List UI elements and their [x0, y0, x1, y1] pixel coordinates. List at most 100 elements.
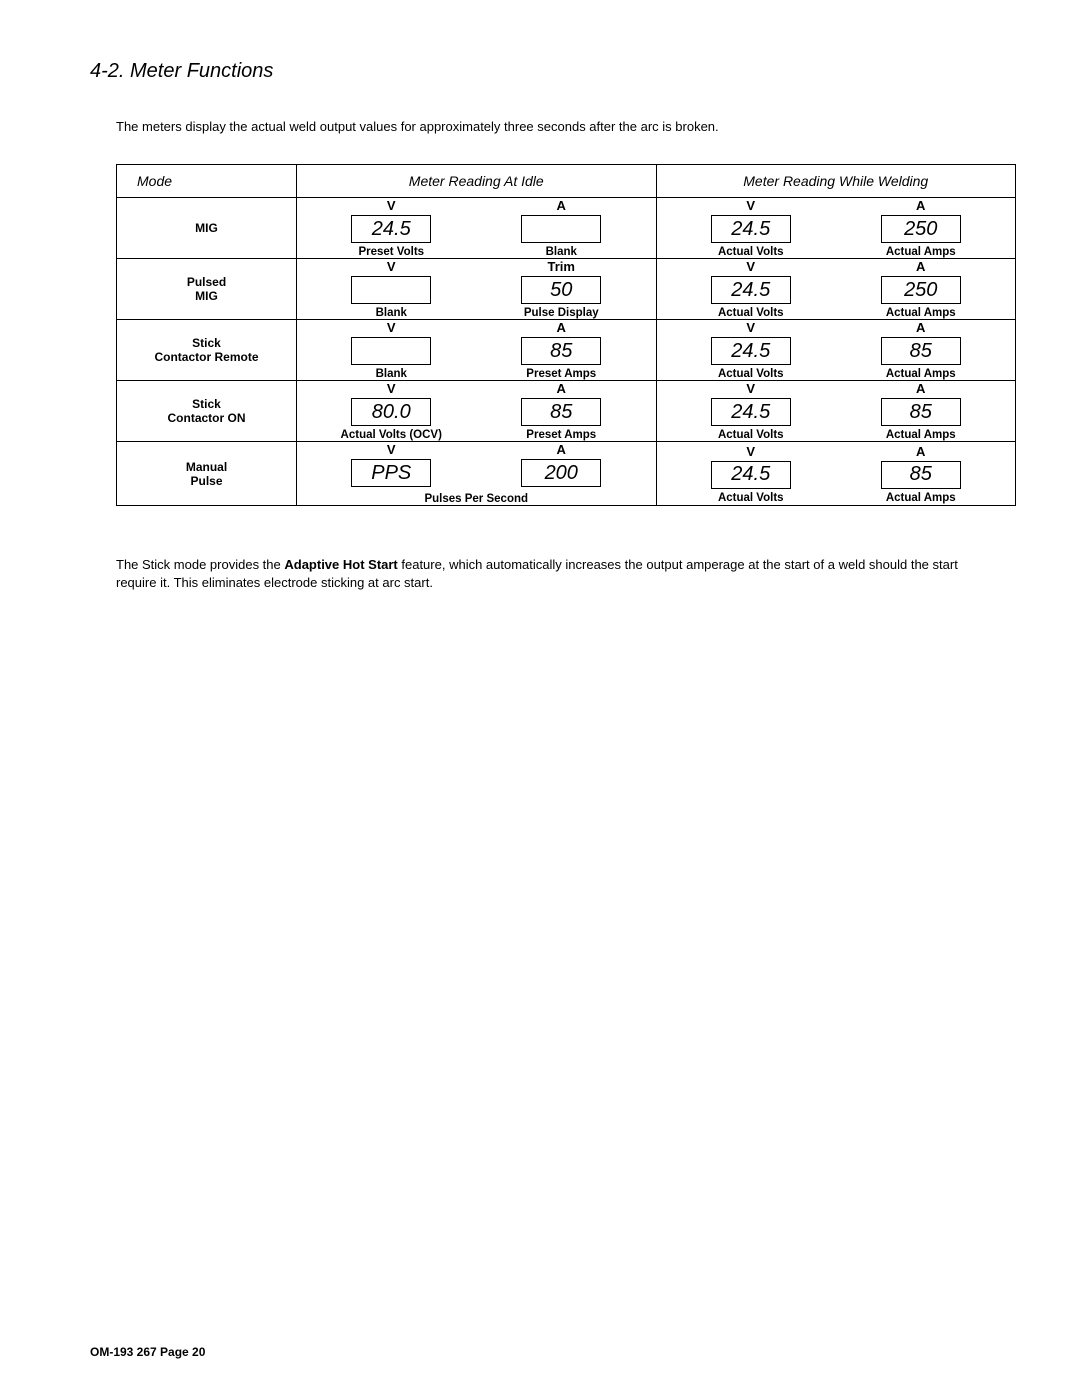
idle-cell: V80.0Actual Volts (OCV) A 85 Preset Amps [297, 381, 657, 442]
display-box: 50 [521, 276, 601, 304]
desc-label: Pulse Display [524, 307, 599, 319]
reading-unit: VBlank [326, 259, 456, 319]
reading-unit: V 24.5 Actual Volts [686, 320, 816, 380]
reading-unit: A 200 [496, 442, 626, 490]
reading-unit: V PPS [326, 442, 456, 490]
display-box [351, 276, 431, 304]
reading-pair: V24.5Actual VoltsA85Actual Amps [657, 381, 1016, 441]
welding-cell: V 24.5 Actual Volts A 85 Actual Amps [656, 442, 1016, 506]
mode-line: Stick [117, 336, 296, 350]
unit-label: A [557, 320, 566, 335]
unit-label: A [916, 444, 925, 459]
unit-label: A [557, 381, 566, 396]
reading-unit: A 85 Preset Amps [496, 320, 626, 380]
reading-unit: V 24.5 Actual Volts [686, 259, 816, 319]
welding-cell: V24.5Actual VoltsA85Actual Amps [656, 320, 1016, 381]
desc-label: Actual Volts (OCV) [341, 429, 442, 441]
unit-label: A [557, 198, 566, 213]
mode-cell: StickContactor ON [117, 381, 297, 442]
desc-label: Actual Volts [718, 492, 784, 504]
reading-unit: A85Actual Amps [856, 381, 986, 441]
mode-cell: ManualPulse [117, 442, 297, 506]
desc-label: Preset Volts [358, 246, 424, 258]
unit-label: A [557, 442, 566, 457]
reading-unit: V 24.5 Actual Volts [686, 444, 816, 504]
section-title: 4-2. Meter Functions [90, 60, 990, 83]
reading-pair: VBlank Trim 50 Pulse Display [297, 259, 656, 319]
mode-line: Contactor ON [117, 411, 296, 425]
unit-label: V [387, 381, 396, 396]
reading-unit: A85Actual Amps [856, 320, 986, 380]
page-footer: OM-193 267 Page 20 [90, 1345, 205, 1359]
display-box: 24.5 [711, 461, 791, 489]
desc-label: Actual Volts [718, 307, 784, 319]
mode-line: MIG [117, 289, 296, 303]
desc-label: Actual Amps [886, 429, 956, 441]
mode-line: Pulsed [117, 275, 296, 289]
desc-label: Blank [376, 307, 407, 319]
reading-unit: A250Actual Amps [856, 198, 986, 258]
display-box: 200 [521, 459, 601, 487]
header-idle: Meter Reading At Idle [297, 165, 657, 198]
unit-label: V [746, 259, 755, 274]
desc-label: Actual Amps [886, 492, 956, 504]
reading-pair: V24.5Actual VoltsA250Actual Amps [657, 259, 1016, 319]
desc-label: Actual Volts [718, 368, 784, 380]
unit-label: V [746, 320, 755, 335]
unit-label: V [746, 444, 755, 459]
desc-label: Actual Volts [718, 246, 784, 258]
idle-cell: V PPS A 200 Pulses Per Second [297, 442, 657, 506]
header-mode: Mode [117, 165, 297, 198]
reading-unit: A 85 Actual Amps [856, 444, 986, 504]
desc-label: Actual Volts [718, 429, 784, 441]
mode-line: MIG [117, 221, 296, 235]
desc-label: Preset Amps [526, 429, 596, 441]
reading-unit: A 85 Preset Amps [496, 381, 626, 441]
note-prefix: The Stick mode provides the [116, 557, 284, 572]
mode-cell: MIG [117, 198, 297, 259]
merged-desc: Pulses Per Second [297, 493, 656, 505]
display-box: PPS [351, 459, 431, 487]
display-box: 85 [521, 398, 601, 426]
reading-pair: V Blank A 85 Preset Amps [297, 320, 656, 380]
display-box: 250 [881, 276, 961, 304]
note-text: The Stick mode provides the Adaptive Hot… [116, 556, 990, 592]
reading-pair: V 24.5 Actual Volts A 85 Actual Amps [657, 444, 1016, 504]
display-box: 24.5 [711, 337, 791, 365]
display-box: 24.5 [351, 215, 431, 243]
display-box [351, 337, 431, 365]
mode-line: Contactor Remote [117, 350, 296, 364]
desc-label: Actual Amps [886, 246, 956, 258]
reading-unit: A250Actual Amps [856, 259, 986, 319]
unit-label: V [746, 198, 755, 213]
unit-label: A [916, 320, 925, 335]
mode-line: Manual [117, 460, 296, 474]
unit-label: V [387, 320, 396, 335]
meter-table: Mode Meter Reading At Idle Meter Reading… [116, 164, 1016, 506]
reading-pair: V24.5Actual VoltsA250Actual Amps [657, 198, 1016, 258]
display-box: 85 [881, 337, 961, 365]
display-box [521, 215, 601, 243]
display-box: 85 [521, 337, 601, 365]
reading-unit: V24.5Actual Volts [686, 198, 816, 258]
welding-cell: V24.5Actual VoltsA250Actual Amps [656, 198, 1016, 259]
unit-label: V [387, 442, 396, 457]
display-box: 250 [881, 215, 961, 243]
unit-label: Trim [548, 259, 575, 274]
mode-cell: PulsedMIG [117, 259, 297, 320]
idle-cell: VBlank Trim 50 Pulse Display [297, 259, 657, 320]
desc-label: Preset Amps [526, 368, 596, 380]
reading-pair: V PPS A 200 [297, 442, 656, 490]
desc-label: Blank [546, 246, 577, 258]
desc-label: Actual Amps [886, 307, 956, 319]
reading-pair: V24.5Actual VoltsA85Actual Amps [657, 320, 1016, 380]
unit-label: V [746, 381, 755, 396]
reading-pair: V80.0Actual Volts (OCV) A 85 Preset Amps [297, 381, 656, 441]
reading-unit: V80.0Actual Volts (OCV) [326, 381, 456, 441]
display-box: 24.5 [711, 276, 791, 304]
reading-unit: V Blank [326, 320, 456, 380]
desc-label: Blank [376, 368, 407, 380]
idle-cell: V24.5Preset VoltsABlank [297, 198, 657, 259]
display-box: 85 [881, 461, 961, 489]
idle-cell: V Blank A 85 Preset Amps [297, 320, 657, 381]
